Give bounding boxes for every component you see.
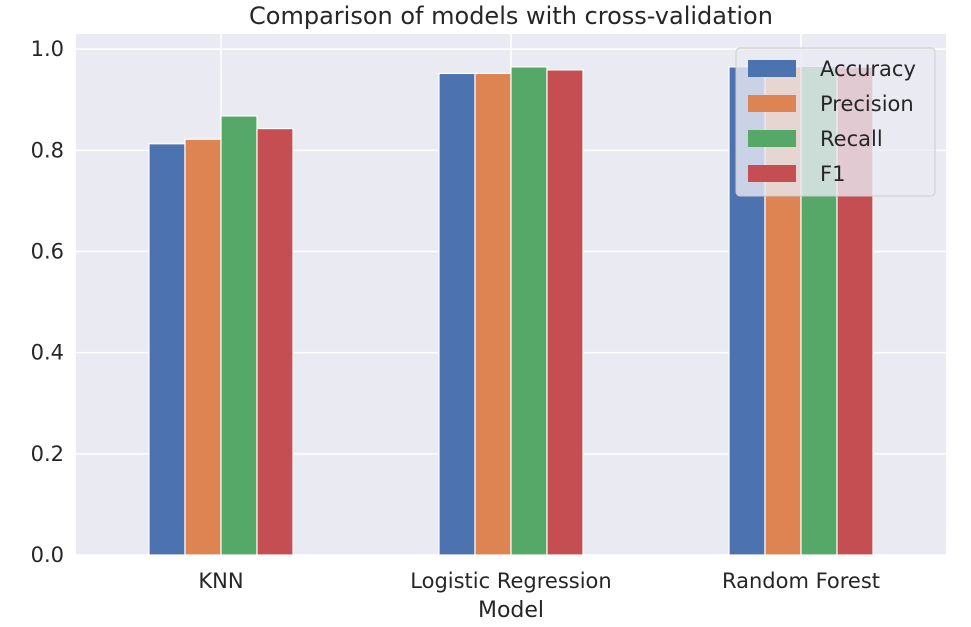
bar-recall-logistic-regression bbox=[510, 66, 548, 556]
legend-label: Recall bbox=[820, 127, 883, 151]
legend-swatch bbox=[748, 60, 796, 77]
legend-label: Accuracy bbox=[820, 57, 916, 81]
chart-title: Comparison of models with cross-validati… bbox=[249, 2, 773, 30]
bar-recall-knn bbox=[220, 115, 258, 556]
bar-accuracy-knn bbox=[148, 143, 186, 556]
y-tick-label: 0.0 bbox=[31, 543, 64, 567]
bar-f1-logistic-regression bbox=[546, 69, 584, 556]
y-tick-labels: 0.0 0.2 0.4 0.6 0.8 1.0 bbox=[31, 37, 64, 567]
x-tick-labels: KNN Logistic Regression Random Forest bbox=[198, 569, 880, 593]
y-tick-label: 0.6 bbox=[31, 240, 64, 264]
bar-accuracy-logistic-regression bbox=[438, 72, 476, 556]
y-tick-label: 0.2 bbox=[31, 442, 64, 466]
legend-swatch bbox=[748, 165, 796, 182]
legend: Accuracy Precision Recall F1 bbox=[735, 47, 936, 197]
legend-label: F1 bbox=[820, 162, 845, 186]
y-tick-label: 1.0 bbox=[31, 37, 64, 61]
x-tick-label: KNN bbox=[198, 569, 243, 593]
y-tick-label: 0.8 bbox=[31, 138, 64, 162]
x-tick-label: Logistic Regression bbox=[410, 569, 611, 593]
bar-precision-knn bbox=[184, 138, 222, 556]
legend-swatch bbox=[748, 95, 796, 112]
legend-label: Precision bbox=[820, 92, 914, 116]
legend-swatch bbox=[748, 130, 796, 147]
legend-frame bbox=[735, 47, 936, 197]
y-tick-label: 0.4 bbox=[31, 341, 64, 365]
x-axis-label: Model bbox=[478, 598, 544, 623]
bar-f1-knn bbox=[256, 127, 294, 556]
x-tick-label: Random Forest bbox=[722, 569, 880, 593]
bar-precision-logistic-regression bbox=[474, 72, 512, 556]
